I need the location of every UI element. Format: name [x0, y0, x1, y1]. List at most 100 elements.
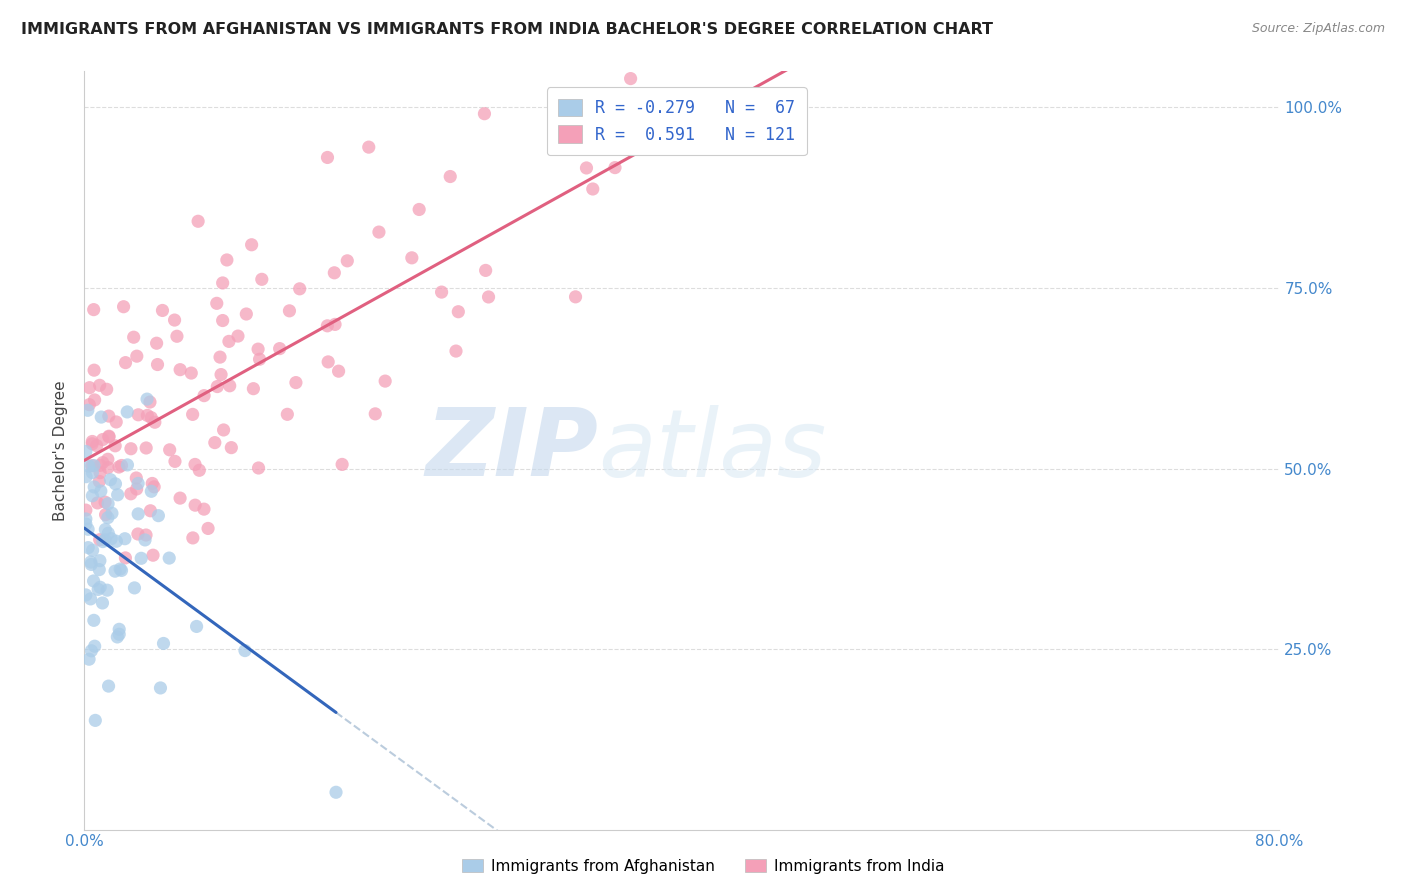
Point [169, 362, 191, 376]
Legend: Immigrants from Afghanistan, Immigrants from India: Immigrants from Afghanistan, Immigrants … [456, 853, 950, 880]
Point [141, 410, 163, 425]
Point [325, 785, 347, 799]
Point [135, 441, 157, 455]
Point [75, 512, 97, 526]
Point [80, 558, 103, 572]
Point [193, 389, 215, 403]
Point [575, 161, 598, 175]
Point [316, 151, 339, 165]
Point [97, 429, 120, 443]
Point [357, 140, 380, 154]
Point [94, 495, 117, 509]
Point [163, 454, 186, 468]
Point [250, 272, 273, 286]
Point [108, 627, 131, 641]
Point [97, 430, 120, 444]
Point [159, 442, 181, 457]
Point [94, 523, 117, 537]
Point [152, 303, 174, 318]
Point [444, 344, 467, 359]
Point [112, 300, 135, 314]
Point [430, 285, 453, 299]
Point [336, 253, 359, 268]
Point [181, 408, 204, 422]
Point [105, 630, 128, 644]
Point [80, 458, 103, 473]
Point [288, 282, 311, 296]
Point [269, 342, 291, 356]
Point [82, 466, 104, 480]
Point [603, 161, 626, 175]
Point [83, 302, 105, 317]
Point [108, 623, 131, 637]
Point [401, 251, 423, 265]
Point [97, 526, 120, 541]
Point [82, 434, 104, 449]
Point [77, 458, 100, 473]
Point [149, 681, 172, 695]
Point [79, 381, 101, 395]
Point [122, 330, 145, 344]
Point [84, 714, 107, 728]
Point [187, 214, 209, 228]
Point [127, 527, 149, 541]
Point [86, 439, 108, 453]
Point [75, 588, 97, 602]
Point [142, 548, 165, 562]
Point [447, 304, 470, 318]
Point [316, 355, 339, 369]
Point [89, 466, 111, 480]
Point [125, 349, 148, 363]
Point [83, 480, 105, 494]
Point [408, 202, 430, 217]
Point [96, 382, 118, 396]
Point [212, 423, 235, 437]
Point [564, 290, 586, 304]
Point [208, 350, 231, 364]
Point [148, 508, 170, 523]
Point [79, 591, 101, 606]
Point [221, 441, 243, 455]
Point [96, 583, 118, 598]
Point [89, 378, 111, 392]
Point [75, 503, 97, 517]
Point [100, 473, 122, 487]
Point [368, 225, 391, 239]
Text: Source: ZipAtlas.com: Source: ZipAtlas.com [1251, 22, 1385, 36]
Point [89, 458, 111, 473]
Point [89, 580, 111, 594]
Point [582, 182, 605, 196]
Point [83, 613, 105, 627]
Point [89, 475, 111, 489]
Point [89, 533, 111, 547]
Point [114, 356, 136, 370]
Point [620, 71, 643, 86]
Point [180, 366, 202, 380]
Point [145, 336, 167, 351]
Point [136, 409, 159, 423]
Point [157, 551, 180, 566]
Point [105, 534, 128, 549]
Point [104, 564, 127, 578]
Point [108, 562, 131, 576]
Point [205, 296, 228, 310]
Point [94, 508, 117, 522]
Point [97, 497, 120, 511]
Point [364, 407, 387, 421]
Point [184, 458, 207, 472]
Point [211, 276, 233, 290]
Point [139, 504, 162, 518]
Point [193, 502, 215, 516]
Point [134, 533, 156, 547]
Point [316, 318, 339, 333]
Point [75, 516, 97, 531]
Point [127, 476, 149, 491]
Point [143, 480, 166, 494]
Point [127, 507, 149, 521]
Point [247, 342, 270, 356]
Point [374, 374, 396, 388]
Point [108, 460, 131, 475]
Text: ZIP: ZIP [426, 404, 599, 497]
Point [136, 392, 159, 406]
Point [120, 487, 142, 501]
